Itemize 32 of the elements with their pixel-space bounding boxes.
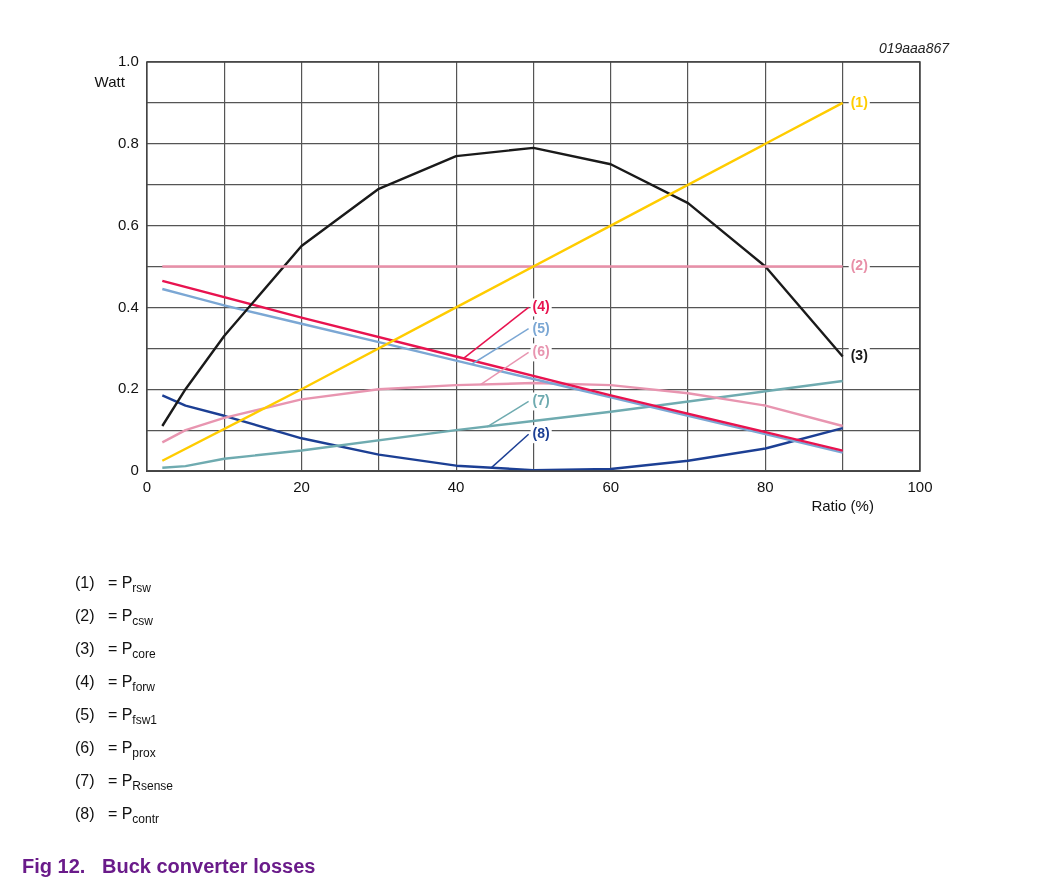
x-tick-label: 40 — [447, 478, 465, 496]
y-tick-label: 0.6 — [117, 215, 139, 233]
x-axis-title: Ratio (%) — [811, 496, 874, 514]
text: (2) = P$_{csw}$ — [75, 607, 155, 631]
series-label: (2) — [850, 257, 868, 274]
y-tick-label: 0 — [130, 461, 139, 479]
text: (7) = P$_{Rsense}$ — [75, 772, 174, 796]
y-tick-label: 1.0 — [117, 52, 139, 70]
x-tick-label: 0 — [142, 478, 152, 496]
y-tick-label: 0.8 — [117, 133, 139, 151]
text: 019aaa867 — [878, 40, 949, 56]
series-label: (1) — [850, 93, 868, 110]
y-tick-label: 0.2 — [117, 379, 139, 397]
series-label: (6) — [532, 343, 550, 360]
y-tick-label: 0.4 — [117, 297, 139, 315]
series-label: (3) — [850, 347, 868, 364]
text: (6) = P$_{prox}$ — [75, 739, 157, 763]
x-tick-label: 80 — [757, 478, 774, 496]
text: (8) — [532, 425, 550, 442]
x-tick-label: 100 — [907, 478, 933, 496]
x-tick-label: 20 — [293, 478, 310, 496]
text: (4) = P$_{forw}$ — [75, 673, 157, 697]
y-axis-title: Watt — [94, 72, 126, 90]
series-label: (7) — [532, 392, 550, 409]
text: Fig 12. Buck converter losses — [22, 855, 316, 878]
text: (3) = P$_{core}$ — [75, 640, 157, 664]
text: (5) — [532, 319, 550, 336]
text: (1) = P$_{rsw}$ — [75, 574, 153, 598]
x-tick-label: 60 — [602, 478, 620, 496]
text: (4) — [532, 298, 550, 315]
text: (5) = P$_{fsw1}$ — [75, 706, 159, 730]
text: (8) = P$_{contr}$ — [75, 805, 161, 829]
